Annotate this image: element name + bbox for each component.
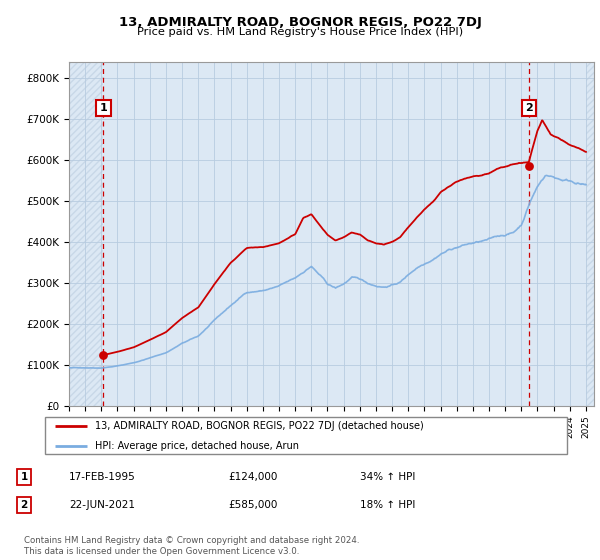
Point (524, 162, 533, 171)
Text: 2: 2 (525, 103, 533, 113)
Text: 18% ↑ HPI: 18% ↑ HPI (360, 500, 415, 510)
Text: 1: 1 (20, 472, 28, 482)
Text: 13, ADMIRALTY ROAD, BOGNOR REGIS, PO22 7DJ: 13, ADMIRALTY ROAD, BOGNOR REGIS, PO22 7… (119, 16, 481, 29)
Text: 34% ↑ HPI: 34% ↑ HPI (360, 472, 415, 482)
Point (98, 351, 108, 360)
Text: £585,000: £585,000 (228, 500, 277, 510)
Text: 17-FEB-1995: 17-FEB-1995 (69, 472, 136, 482)
Text: £124,000: £124,000 (228, 472, 277, 482)
Text: 1: 1 (100, 103, 107, 113)
Text: 13, ADMIRALTY ROAD, BOGNOR REGIS, PO22 7DJ (detached house): 13, ADMIRALTY ROAD, BOGNOR REGIS, PO22 7… (95, 421, 424, 431)
Text: Contains HM Land Registry data © Crown copyright and database right 2024.
This d: Contains HM Land Registry data © Crown c… (24, 536, 359, 556)
Text: 2: 2 (20, 500, 28, 510)
Text: 22-JUN-2021: 22-JUN-2021 (69, 500, 135, 510)
Text: HPI: Average price, detached house, Arun: HPI: Average price, detached house, Arun (95, 441, 299, 451)
Text: Price paid vs. HM Land Registry's House Price Index (HPI): Price paid vs. HM Land Registry's House … (137, 27, 463, 37)
FancyBboxPatch shape (44, 417, 568, 454)
